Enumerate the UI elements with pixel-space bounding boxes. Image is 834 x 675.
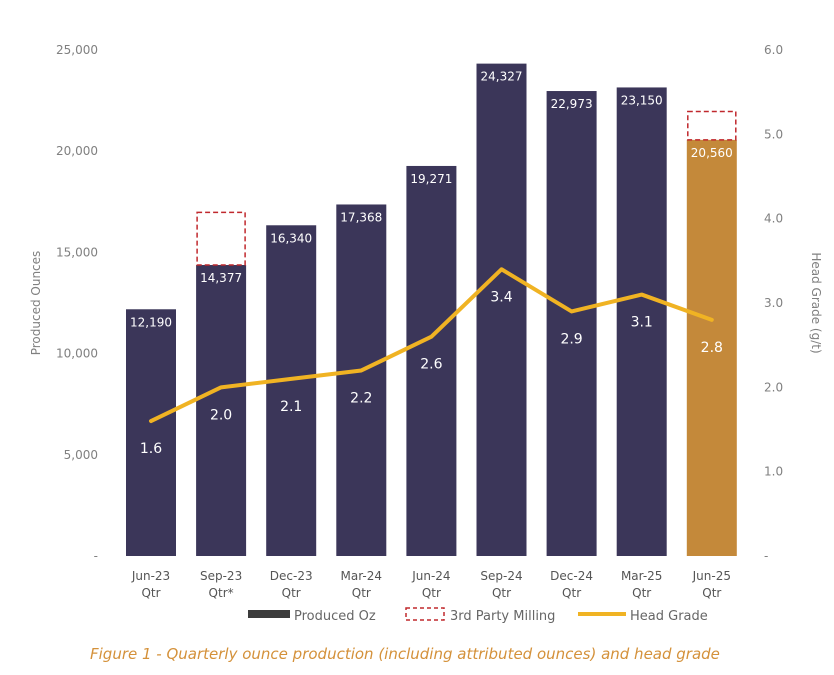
bar-produced-oz: [476, 63, 527, 556]
head-grade-label: 2.1: [280, 399, 302, 415]
bar-produced-oz: [336, 204, 387, 556]
left-tick-label: 20,000: [56, 144, 98, 158]
bar-value-label: 16,340: [270, 231, 312, 245]
right-axis-ticks: - 1.0 2.0 3.0 4.0 5.0 6.0: [764, 43, 783, 563]
category-label-line1: Sep-23: [200, 569, 242, 583]
third-party-milling-box: [687, 110, 737, 141]
right-tick-label: 2.0: [764, 380, 783, 394]
category-label-line2: Qtr: [141, 586, 160, 600]
bar-produced-oz: [686, 139, 737, 556]
right-tick-label: 3.0: [764, 296, 783, 310]
right-tick-label: 1.0: [764, 465, 783, 479]
category-label-line2: Qtr*: [209, 586, 234, 600]
category-label-line1: Dec-24: [550, 569, 593, 583]
bars: [126, 63, 737, 557]
category-labels: Jun-23 Qtr Sep-23 Qtr* Dec-23 Qtr Mar-24 Qtr Jun…: [131, 569, 731, 600]
right-tick-label: 4.0: [764, 212, 783, 226]
bar-produced-oz: [126, 309, 176, 556]
category-label-line2: Qtr: [702, 586, 721, 600]
left-axis-ticks: - 5,000 10,000 15,000 20,000 25,000: [56, 43, 98, 563]
right-tick-label: -: [764, 549, 768, 563]
bar-value-label: 12,190: [130, 315, 172, 329]
category-label-line1: Dec-23: [270, 569, 313, 583]
bar-value-label: 23,150: [621, 93, 663, 107]
bar-value-label: 14,377: [200, 271, 242, 285]
bar-produced-oz: [266, 225, 317, 557]
right-axis-title: Head Grade (g/t): [809, 252, 823, 353]
head-grade-line: [149, 267, 714, 424]
left-tick-label: 5,000: [64, 448, 98, 462]
bar-value-label: 17,368: [340, 210, 382, 224]
head-grade-labels: 1.6 2.0 2.1 2.2 2.6 3.4 2.9 3.1 2.8: [140, 289, 723, 457]
head-grade-label: 2.0: [210, 407, 232, 423]
head-grade-polyline: [149, 267, 714, 424]
category-label-line2: Qtr: [492, 586, 511, 600]
category-label-line1: Jun-24: [411, 569, 450, 583]
third-party-milling-box: [196, 211, 246, 266]
legend-swatch-produced-oz: [248, 610, 290, 618]
legend-label-produced-oz: Produced Oz: [294, 609, 376, 624]
chart: - 5,000 10,000 15,000 20,000 25,000 - 1.0 2.0 3.…: [29, 43, 823, 624]
head-grade-label: 2.9: [560, 331, 582, 347]
category-label-line2: Qtr: [632, 586, 651, 600]
right-tick-label: 5.0: [764, 127, 783, 141]
category-label-line1: Mar-25: [621, 569, 662, 583]
left-tick-label: 15,000: [56, 245, 98, 259]
bar-produced-oz: [616, 87, 667, 556]
bar-produced-oz: [546, 91, 597, 556]
category-label-line1: Jun-25: [692, 569, 731, 583]
right-tick-label: 6.0: [764, 43, 783, 57]
category-label-line2: Qtr: [422, 586, 441, 600]
head-grade-label: 2.2: [350, 390, 372, 406]
legend-label-3rd-party-milling: 3rd Party Milling: [450, 609, 555, 624]
figure-caption: Figure 1 - Quarterly ounce production (i…: [90, 645, 720, 663]
legend-swatch-3rd-party-milling: [405, 607, 445, 621]
head-grade-label: 3.4: [490, 289, 512, 305]
category-label-line2: Qtr: [352, 586, 371, 600]
category-label-line1: Mar-24: [341, 569, 382, 583]
bar-produced-oz: [406, 165, 457, 556]
category-label-line1: Jun-23: [131, 569, 170, 583]
left-axis-title: Produced Ounces: [29, 251, 43, 356]
head-grade-label: 2.6: [420, 357, 442, 373]
bar-produced-oz: [196, 265, 247, 556]
left-tick-label: 10,000: [56, 347, 98, 361]
category-label-line1: Sep-24: [480, 569, 522, 583]
left-tick-label: -: [94, 549, 98, 563]
head-grade-label: 3.1: [631, 315, 653, 331]
bar-value-label: 22,973: [551, 97, 593, 111]
left-tick-label: 25,000: [56, 43, 98, 57]
bar-value-labels: 12,190 14,377 16,340 17,368 19,271 24,327 22,9…: [130, 70, 733, 330]
bar-value-label: 20,560: [691, 146, 733, 160]
legend: Produced Oz 3rd Party Milling Head Grade: [248, 607, 708, 624]
category-label-line2: Qtr: [562, 586, 581, 600]
head-grade-label: 1.6: [140, 441, 162, 457]
category-label-line2: Qtr: [282, 586, 301, 600]
head-grade-label: 2.8: [701, 340, 723, 356]
third-party-milling-boxes: [196, 110, 737, 266]
legend-label-head-grade: Head Grade: [630, 609, 708, 624]
bar-value-label: 24,327: [481, 70, 523, 84]
bar-value-label: 19,271: [410, 172, 452, 186]
